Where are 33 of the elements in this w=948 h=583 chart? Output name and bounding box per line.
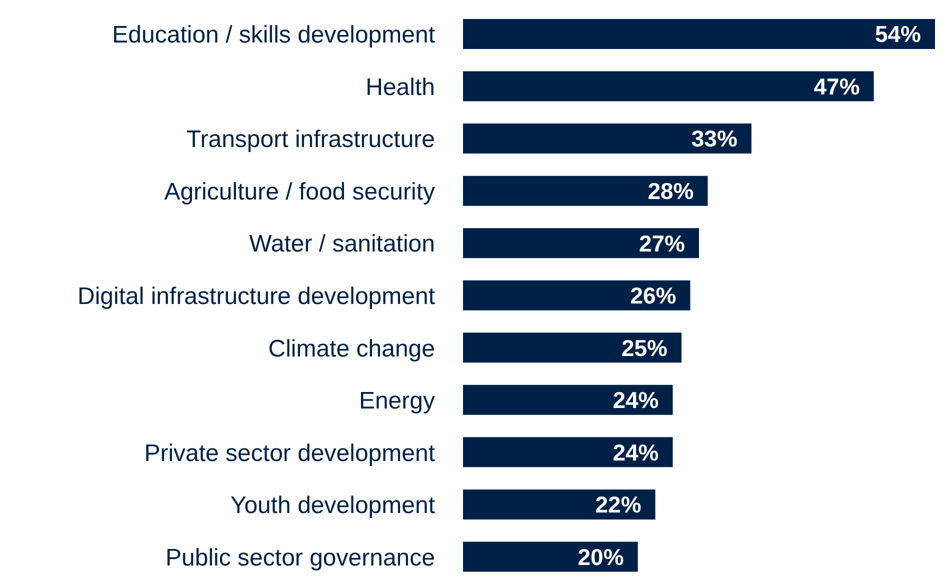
data-label: 24% bbox=[612, 439, 659, 466]
y-tick-label: Digital infrastructure development bbox=[77, 283, 436, 310]
bar bbox=[463, 489, 656, 520]
bar bbox=[463, 228, 699, 258]
data-label: 27% bbox=[638, 230, 685, 256]
bar bbox=[463, 19, 935, 49]
y-tick-label: Private sector development bbox=[144, 440, 436, 467]
bar bbox=[463, 332, 682, 363]
bar bbox=[463, 124, 752, 154]
y-tick-label: Education / skills development bbox=[112, 22, 436, 49]
y-tick-label: Transport infrastructure bbox=[186, 126, 435, 154]
y-tick-label: Public sector governance bbox=[166, 544, 435, 572]
data-label: 26% bbox=[630, 282, 676, 309]
data-label: 20% bbox=[578, 544, 624, 570]
bar bbox=[463, 437, 673, 468]
bar bbox=[463, 384, 673, 415]
data-label: 28% bbox=[648, 178, 694, 204]
y-tick-label: Agriculture / food security bbox=[164, 178, 435, 206]
y-tick-label: Water / sanitation bbox=[249, 230, 435, 258]
data-label: 25% bbox=[621, 334, 668, 361]
data-label: 24% bbox=[612, 387, 659, 414]
y-tick-label: Health bbox=[366, 74, 435, 101]
bar bbox=[463, 176, 708, 206]
data-label: 54% bbox=[874, 21, 921, 48]
bar bbox=[463, 71, 874, 102]
data-label: 47% bbox=[814, 73, 860, 100]
data-label: 22% bbox=[595, 492, 642, 518]
bar bbox=[463, 280, 690, 310]
y-tick-label: Energy bbox=[358, 388, 435, 415]
data-label: 33% bbox=[691, 126, 738, 152]
y-tick-label: Youth development bbox=[230, 492, 436, 520]
bar bbox=[463, 542, 638, 572]
y-tick-label: Climate change bbox=[268, 335, 435, 362]
